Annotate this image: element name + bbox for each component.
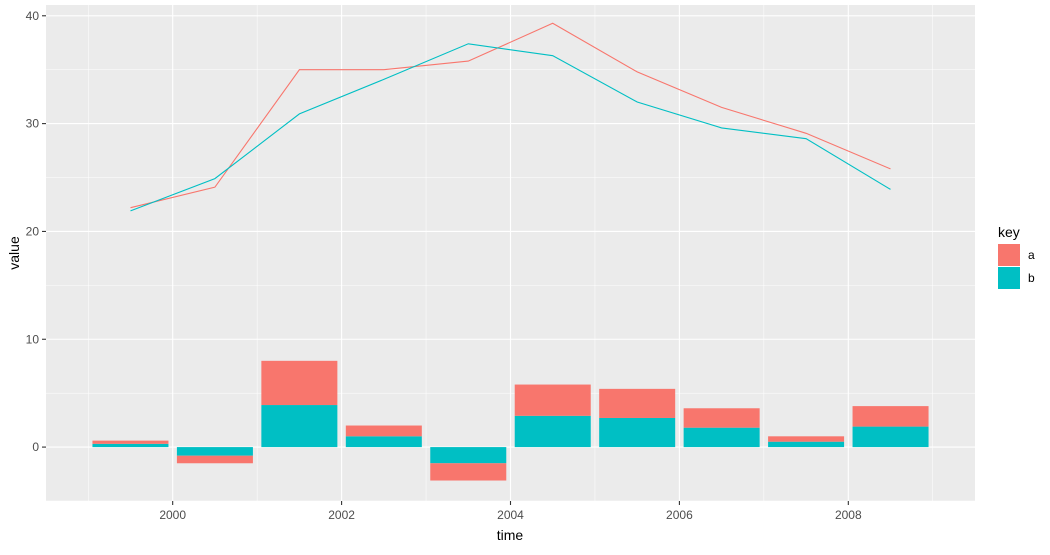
x-axis-title: time	[497, 527, 524, 543]
legend-swatch-a	[998, 244, 1020, 266]
x-tick-label: 2000	[159, 508, 186, 522]
x-tick-label: 2002	[328, 508, 355, 522]
x-tick-label: 2008	[835, 508, 862, 522]
major-gridlines	[46, 5, 975, 501]
bar-b	[261, 405, 338, 448]
legend-label-a: a	[1028, 248, 1035, 262]
y-tick-label: 30	[26, 117, 40, 131]
bar-b	[176, 447, 253, 456]
bar-a	[430, 463, 507, 481]
legend-title: key	[998, 224, 1020, 240]
line-marks	[130, 22, 891, 212]
bar-a	[92, 440, 169, 444]
x-tick-label: 2004	[497, 508, 524, 522]
legend-label-b: b	[1028, 271, 1035, 285]
y-tick-label: 0	[32, 440, 39, 454]
y-tick-label: 20	[26, 224, 40, 238]
bar-a	[261, 360, 338, 406]
bar-b	[92, 443, 169, 448]
bar-b	[514, 415, 591, 448]
y-tick-label: 40	[26, 9, 40, 23]
bar-marks	[92, 360, 929, 481]
legend-swatch-b	[998, 267, 1020, 289]
bar-b	[430, 447, 507, 464]
x-tick-label: 2006	[666, 508, 693, 522]
bar-b	[768, 441, 845, 448]
legend: key ab	[998, 224, 1035, 289]
y-tick-label: 10	[26, 332, 40, 346]
bar-a	[345, 425, 422, 437]
y-axis-title: value	[6, 236, 22, 270]
bar-a	[599, 388, 676, 418]
bar-b	[852, 426, 929, 448]
x-axis: 2000 2002 2004 2006 2008	[159, 501, 862, 522]
y-axis: 0 10 20 30 40	[26, 9, 46, 454]
bar-a	[683, 408, 760, 428]
bar-a	[176, 455, 253, 464]
bar-a	[852, 406, 929, 427]
line-series-b	[130, 43, 891, 212]
bar-a	[768, 436, 845, 442]
line-series-a	[130, 22, 891, 209]
bar-a	[514, 384, 591, 416]
bar-b	[599, 417, 676, 448]
bar-b	[683, 427, 760, 448]
bar-b	[345, 436, 422, 448]
